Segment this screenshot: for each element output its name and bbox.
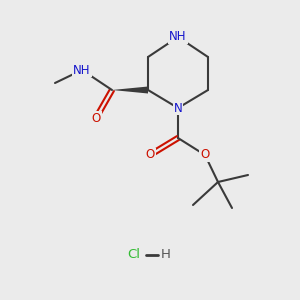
Text: H: H (161, 248, 171, 262)
Text: NH: NH (169, 31, 187, 44)
Text: O: O (200, 148, 210, 161)
Polygon shape (112, 86, 148, 94)
Text: O: O (146, 148, 154, 161)
Text: Cl: Cl (128, 248, 140, 262)
Text: O: O (92, 112, 100, 124)
Text: NH: NH (73, 64, 91, 76)
Text: N: N (174, 101, 182, 115)
